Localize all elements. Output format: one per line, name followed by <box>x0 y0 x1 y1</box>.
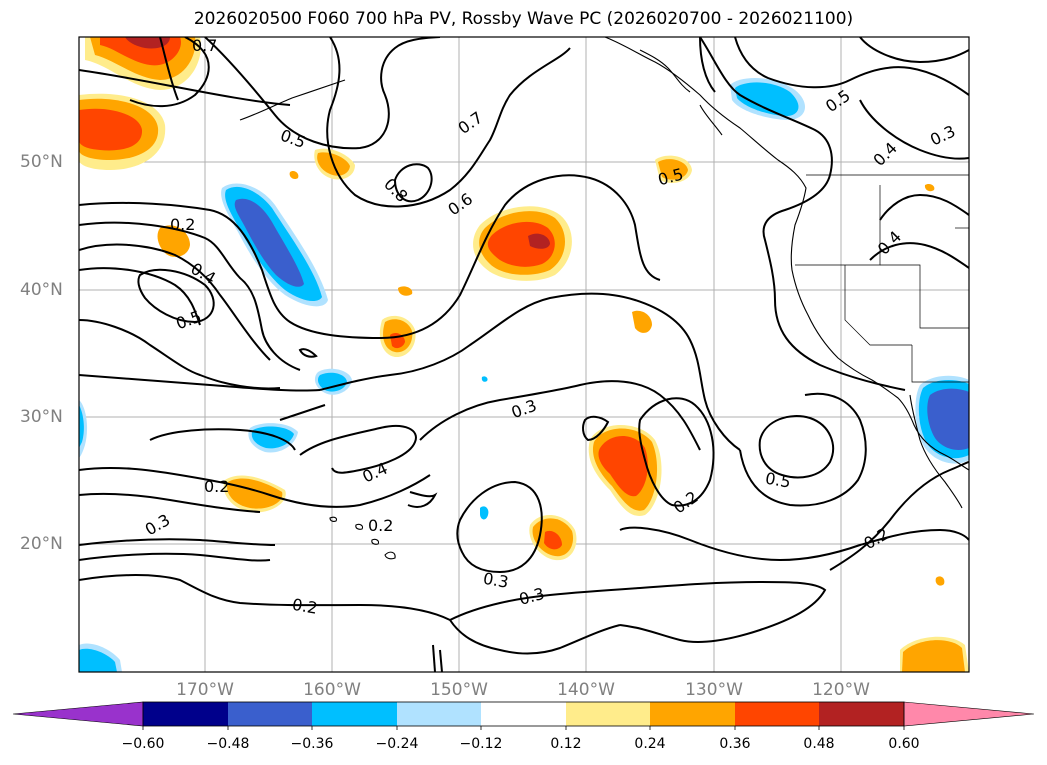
colorbar-segment <box>143 702 228 726</box>
map-frame <box>78 36 970 673</box>
colorbar-tick-label: −0.60 <box>121 736 165 752</box>
colorbar-segment <box>819 702 904 726</box>
colorbar-segment <box>566 702 650 726</box>
lon-label: 170°W <box>176 680 234 700</box>
contour-label: 0.2 <box>291 595 319 618</box>
colorbar-segment <box>903 701 1035 727</box>
lon-label: 140°W <box>557 680 615 700</box>
contour-label: 0.5 <box>764 469 792 492</box>
colorbar-tick-label: 0.12 <box>550 736 582 752</box>
map-title: 2026020500 F060 700 hPa PV, Rossby Wave … <box>193 9 854 29</box>
lat-label: 50°N <box>20 152 63 172</box>
colorbar-tick-label: 0.48 <box>803 736 835 752</box>
pv-contours <box>79 37 969 672</box>
contour-label: 0.2 <box>204 477 229 496</box>
lon-label: 150°W <box>430 680 488 700</box>
contour-label: 0.2 <box>170 215 195 234</box>
contour-label: 0.7 <box>192 36 217 55</box>
political-borders <box>795 174 969 383</box>
contour-label: 0.2 <box>368 516 393 535</box>
graticule <box>79 37 969 672</box>
lat-label: 40°N <box>20 280 63 300</box>
colorbar-segment <box>481 702 566 726</box>
colorbar-tick-label: −0.12 <box>459 736 503 752</box>
coastlines <box>239 37 969 560</box>
colorbar-segment <box>397 702 481 726</box>
lon-label: 160°W <box>303 680 361 700</box>
map-panel: 0.7 0.5 0.7 0.8 0.6 0.2 0.4 0.5 0.5 0.5 … <box>78 36 970 673</box>
lon-label: 130°W <box>685 680 743 700</box>
colorbar-segment <box>735 702 819 726</box>
colorbar <box>12 701 1035 730</box>
colorbar-tick-label: 0.36 <box>719 736 751 752</box>
colorbar-tick-label: −0.36 <box>290 736 334 752</box>
contour-label: 0.3 <box>482 569 510 592</box>
lat-label: 30°N <box>20 407 63 427</box>
lat-label: 20°N <box>20 534 63 554</box>
colorbar-tick-label: −0.48 <box>206 736 250 752</box>
colorbar-tick-label: 0.60 <box>888 736 920 752</box>
colorbar-tick-label: 0.24 <box>634 736 666 752</box>
colorbar-segment <box>228 702 312 726</box>
colorbar-segment <box>12 701 144 727</box>
positive-pv-anomalies <box>79 37 969 672</box>
negative-pv-anomalies <box>79 78 969 672</box>
colorbar-tick-label: −0.24 <box>375 736 419 752</box>
colorbar-segment <box>650 702 735 726</box>
lon-label: 120°W <box>812 680 870 700</box>
colorbar-segment <box>312 702 397 726</box>
